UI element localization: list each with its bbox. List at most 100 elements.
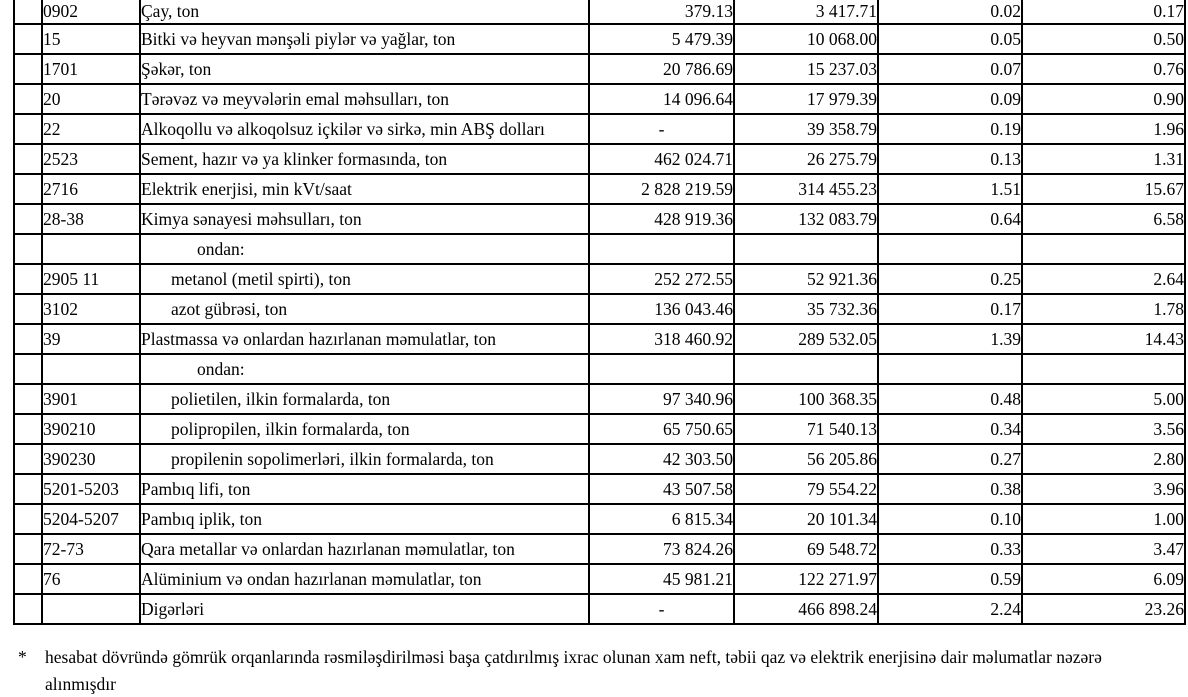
left-spacer-cell — [13, 593, 43, 625]
table-row: 0902 Çay, ton 379.13 3 417.71 0.02 0.17 — [13, 0, 1186, 25]
value-cell-4: 6.58 — [1021, 203, 1186, 235]
left-spacer-cell — [13, 293, 43, 325]
code-cell: 1701 — [41, 53, 141, 85]
value-cell-3: 0.27 — [877, 443, 1023, 475]
value-cell-4 — [1021, 233, 1186, 265]
value-cell-1: - — [588, 593, 735, 625]
name-cell: Digərləri — [139, 593, 590, 625]
table-row: 390230 propilenin sopolimerləri, ilkin fo… — [13, 443, 1186, 475]
name-cell: Alüminium və ondan hazırlanan məmulatlar… — [139, 563, 590, 595]
name-cell: azot gübrəsi, ton — [139, 293, 590, 325]
left-spacer-cell — [13, 563, 43, 595]
value-cell-2: 79 554.22 — [733, 473, 879, 505]
value-cell-3: 0.34 — [877, 413, 1023, 445]
value-cell-4: 6.09 — [1021, 563, 1186, 595]
value-cell-1: 379.13 — [588, 0, 735, 25]
table-row: Digərləri -466 898.24 2.24 23.26 — [13, 593, 1186, 625]
table-row: 3901 polietilen, ilkin formalarda, ton 97 … — [13, 383, 1186, 415]
value-cell-4: 1.31 — [1021, 143, 1186, 175]
table-row: 2905 11 metanol (metil spirti), ton 252 27… — [13, 263, 1186, 295]
value-cell-2 — [733, 353, 879, 385]
value-cell-1: 14 096.64 — [588, 83, 735, 115]
left-spacer-cell — [13, 533, 43, 565]
name-cell: Tərəvəz və meyvələrin emal məhsulları, t… — [139, 83, 590, 115]
value-cell-1: 462 024.71 — [588, 143, 735, 175]
value-cell-4: 0.50 — [1021, 23, 1186, 55]
code-cell: 15 — [41, 23, 141, 55]
value-cell-2: 26 275.79 — [733, 143, 879, 175]
value-cell-1 — [588, 353, 735, 385]
value-cell-4 — [1021, 353, 1186, 385]
value-cell-3: 0.48 — [877, 383, 1023, 415]
left-spacer-cell — [13, 0, 43, 25]
code-cell: 22 — [41, 113, 141, 145]
value-cell-1: 2 828 219.59 — [588, 173, 735, 205]
value-cell-2: 466 898.24 — [733, 593, 879, 625]
value-cell-4: 14.43 — [1021, 323, 1186, 355]
left-spacer-cell — [13, 353, 43, 385]
name-cell: Pambıq lifi, ton — [139, 473, 590, 505]
value-cell-3: 0.05 — [877, 23, 1023, 55]
value-cell-2: 56 205.86 — [733, 443, 879, 475]
value-cell-1: 252 272.55 — [588, 263, 735, 295]
code-cell: 390230 — [41, 443, 141, 475]
value-cell-3: 0.38 — [877, 473, 1023, 505]
code-cell — [41, 233, 141, 265]
value-cell-4: 0.76 — [1021, 53, 1186, 85]
left-spacer-cell — [13, 473, 43, 505]
value-cell-3: 0.19 — [877, 113, 1023, 145]
left-spacer-cell — [13, 83, 43, 115]
value-cell-1: 97 340.96 — [588, 383, 735, 415]
left-spacer-cell — [13, 113, 43, 145]
value-cell-4: 5.00 — [1021, 383, 1186, 415]
value-cell-4: 2.64 — [1021, 263, 1186, 295]
code-cell — [41, 593, 141, 625]
value-cell-1: 428 919.36 — [588, 203, 735, 235]
left-spacer-cell — [13, 263, 43, 295]
value-cell-2: 52 921.36 — [733, 263, 879, 295]
value-cell-1: 6 815.34 — [588, 503, 735, 535]
code-cell: 390210 — [41, 413, 141, 445]
footnote: * hesabat dövründə gömrük orqanlarında r… — [18, 644, 1180, 697]
value-cell-3 — [877, 233, 1023, 265]
value-cell-3: 0.17 — [877, 293, 1023, 325]
code-cell: 28-38 — [41, 203, 141, 235]
code-cell: 2905 11 — [41, 263, 141, 295]
table-row: 22 Alkoqollu və alkoqolsuz içkilər və sir… — [13, 113, 1186, 145]
value-cell-4: 23.26 — [1021, 593, 1186, 625]
value-cell-4: 1.78 — [1021, 293, 1186, 325]
value-cell-3: 2.24 — [877, 593, 1023, 625]
value-cell-2 — [733, 233, 879, 265]
value-cell-2: 35 732.36 — [733, 293, 879, 325]
table-row: 15 Bitki və heyvan mənşəli piylər və yağl… — [13, 23, 1186, 55]
value-cell-2: 17 979.39 — [733, 83, 879, 115]
code-cell: 2716 — [41, 173, 141, 205]
value-cell-3: 0.64 — [877, 203, 1023, 235]
table-row: 5201-5203 Pambıq lifi, ton 43 507.58 79 554… — [13, 473, 1186, 505]
value-cell-3: 0.33 — [877, 533, 1023, 565]
code-cell: 5201-5203 — [41, 473, 141, 505]
name-cell: polipropilen, ilkin formalarda, ton — [139, 413, 590, 445]
name-cell: metanol (metil spirti), ton — [139, 263, 590, 295]
name-cell: Pambıq iplik, ton — [139, 503, 590, 535]
left-spacer-cell — [13, 143, 43, 175]
table-row: 2716 Elektrik enerjisi, min kVt/saat 2 828… — [13, 173, 1186, 205]
value-cell-1: - — [588, 113, 735, 145]
left-spacer-cell — [13, 383, 43, 415]
value-cell-3: 0.07 — [877, 53, 1023, 85]
value-cell-2: 15 237.03 — [733, 53, 879, 85]
left-spacer-cell — [13, 323, 43, 355]
footnote-line-2: alınmışdır — [45, 674, 116, 694]
value-cell-1: 20 786.69 — [588, 53, 735, 85]
value-cell-4: 0.17 — [1021, 0, 1186, 25]
left-spacer-cell — [13, 203, 43, 235]
value-cell-2: 10 068.00 — [733, 23, 879, 55]
value-cell-1: 45 981.21 — [588, 563, 735, 595]
value-cell-2: 20 101.34 — [733, 503, 879, 535]
value-cell-2: 3 417.71 — [733, 0, 879, 25]
value-cell-4: 2.80 — [1021, 443, 1186, 475]
name-cell: propilenin sopolimerləri, ilkin formalar… — [139, 443, 590, 475]
left-spacer-cell — [13, 53, 43, 85]
value-cell-3: 0.59 — [877, 563, 1023, 595]
value-cell-2: 39 358.79 — [733, 113, 879, 145]
